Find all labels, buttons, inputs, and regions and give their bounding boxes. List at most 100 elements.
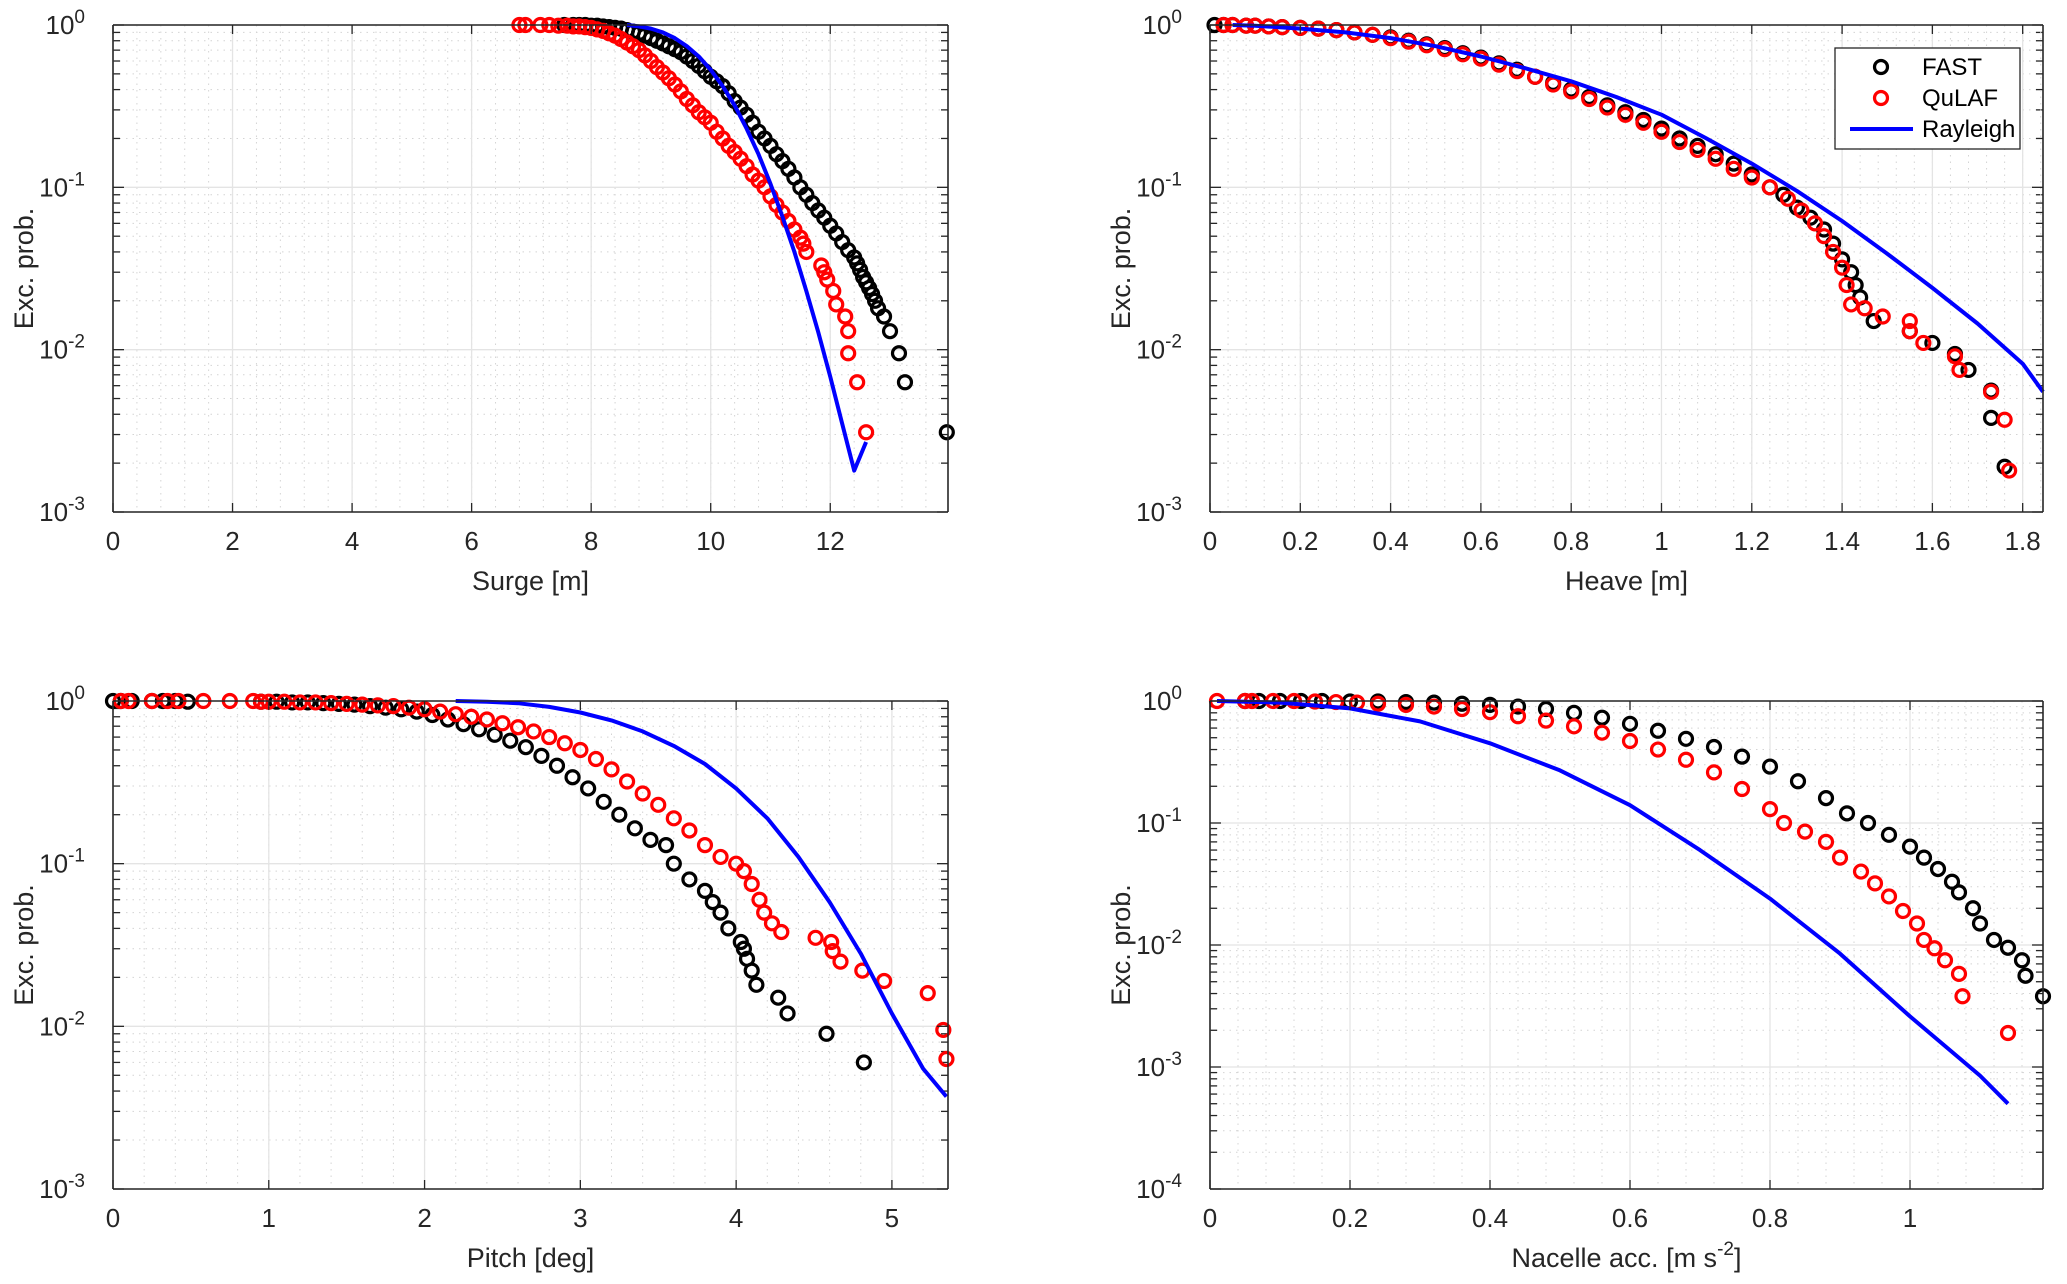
fast-point [1971,915,1989,932]
y-tick-label: 10-2 [39,1008,85,1041]
surge-panel: 0 2 4 6 8 10 12 10-3 10-2 10-1 100 Surge [m] Exc. pr… [9,7,955,596]
fast-point [533,747,550,764]
qulaf-point [509,719,527,736]
rayleigh-curve [626,23,868,473]
fast-point [330,695,347,712]
qulaf-point [1806,215,1824,232]
fast-point [2017,967,2034,984]
qulaf-point [837,308,854,325]
fast-point [681,871,698,888]
fast-point [818,1025,835,1042]
qulaf-point [763,915,781,932]
fast-point [1621,715,1639,732]
fast-point [1705,738,1723,756]
qulaf-point [824,943,841,960]
qulaf-point [650,796,667,813]
fast-point [1999,939,2017,956]
fast-point [866,292,884,309]
y-tick-label: 10-2 [1136,332,1182,365]
nacelle-acc-panel: 0 0.2 0.4 0.6 0.8 1 10-4 10-3 10-2 10-1 100 Nacelle… [1106,683,2052,1273]
qulaf-point [1824,243,1842,261]
fast-point [1733,748,1751,765]
qulaf-point [634,785,651,802]
qulaf-point [1926,940,1943,957]
qulaf-point [1908,915,1926,932]
qulaf-point [1733,780,1751,798]
x-tick-label: 2 [417,1203,431,1233]
y-tick-label: 10-2 [1136,927,1182,960]
qulaf-point [832,953,849,970]
qulaf-point [1653,123,1670,140]
qulaf-point [338,695,355,712]
fast-point [1481,696,1499,713]
qulaf-point [1689,141,1706,159]
fast-point [611,806,628,823]
qulaf-point [1593,724,1611,741]
x-tick-label: 1 [1654,526,1668,556]
fast-point [1761,758,1779,775]
qulaf-point [1707,150,1724,167]
qulaf-point [919,985,936,1002]
x-tick-label: 1.8 [2005,526,2041,556]
y-tick-label: 10-3 [39,494,85,527]
fast-point [1901,838,1919,855]
qulaf-point [1866,875,1884,892]
fast-point [315,695,332,712]
qulaf-point [1761,800,1779,818]
qulaf-point [1838,276,1855,294]
qulaf-point [1894,902,1912,920]
qulaf-point [1954,988,1971,1005]
fast-point [881,323,899,340]
x-tick-label: 0.6 [1463,526,1499,556]
fast-point [665,855,682,872]
fast-point [346,696,363,713]
fast-point [517,739,534,756]
qulaf-point [876,972,893,990]
qulaf-point [618,773,636,790]
qulaf-point [1982,383,2000,400]
x-tick-label: 8 [584,526,598,556]
fast-point [1649,722,1667,739]
qulaf-point [1725,160,1742,177]
qulaf-point [1369,695,1387,712]
qulaf-point [681,822,698,839]
plot-area [113,701,948,1189]
qulaf-point [1621,732,1639,750]
fast-point [486,726,503,743]
x-tick-label: 0.6 [1612,1203,1648,1233]
x-tick-label: 1 [1903,1203,1917,1233]
fast-point [712,904,729,921]
y-tick-label: 10-1 [1136,169,1182,202]
x-tick-label: 0 [106,526,120,556]
qulaf-point [1946,348,1964,365]
qulaf-point [840,323,857,340]
qulaf-point [773,923,790,941]
fast-point [1985,931,2003,949]
fast-point [1453,695,1471,712]
y-tick-label: 10-1 [1136,805,1182,838]
qulaf-point [1996,411,2013,428]
fast-point [1929,860,1947,878]
qulaf-point [2001,462,2018,479]
fast-point [896,374,914,391]
y-tick-label: 100 [1143,7,1183,40]
fast-point [1950,884,1968,901]
fast-point [626,820,643,837]
legend: FAST QuLAF Rayleigh [1834,47,2021,150]
qulaf-point [696,837,714,854]
y-tick-label: 10-3 [1136,1049,1182,1082]
qulaf-point [807,929,824,946]
fast-point [1943,873,1961,890]
qulaf-point [587,750,605,768]
x-tick-label: 0 [1203,526,1217,556]
legend-label: FAST [1922,54,1982,81]
qulaf-point [849,374,866,391]
qulaf-point [1796,823,1814,840]
qulaf-point [756,904,773,921]
qulaf-point [1453,700,1471,718]
qulaf-point [494,715,511,732]
fast-point [393,701,410,718]
qulaf-point [1563,83,1580,100]
fast-point [855,1054,872,1071]
